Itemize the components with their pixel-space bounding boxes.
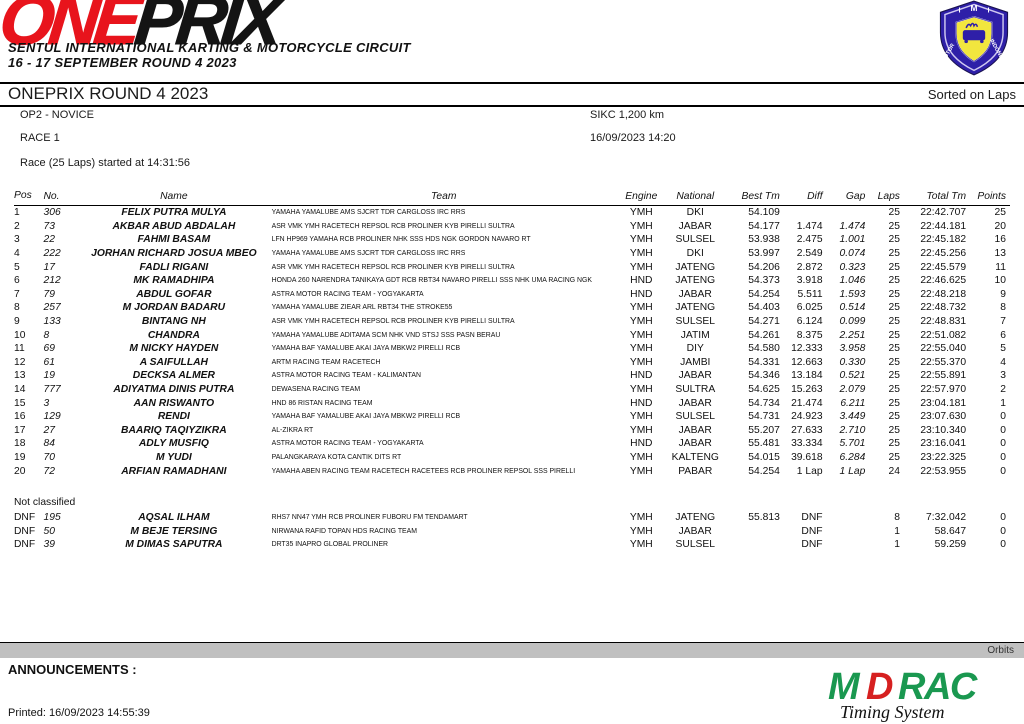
svg-text:I: I (958, 5, 960, 14)
svg-text:I: I (988, 5, 990, 14)
svg-text:Timing System: Timing System (840, 702, 945, 722)
svg-text:M: M (971, 3, 978, 13)
